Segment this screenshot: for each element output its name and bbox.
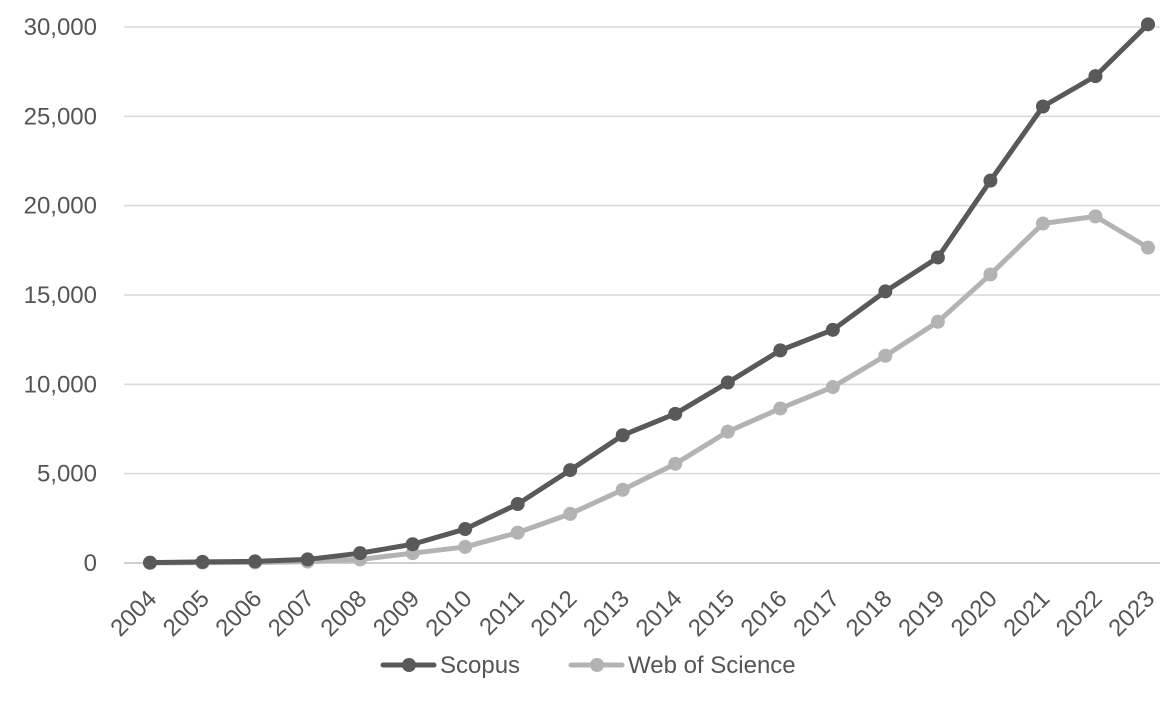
x-tick-label: 2015 <box>683 585 740 642</box>
data-point <box>668 406 683 421</box>
legend-item: Web of Science <box>568 652 796 679</box>
x-tick-label: 2004 <box>105 585 162 642</box>
x-tick-label: 2020 <box>946 585 1003 642</box>
series-scopus <box>143 17 1155 570</box>
data-point <box>510 497 525 512</box>
x-axis-ticks: 2004200520062007200820092010201120122013… <box>105 585 1160 642</box>
series-line <box>147 21 1151 566</box>
x-tick-label: 2017 <box>788 585 845 642</box>
gridlines <box>124 26 1160 564</box>
data-point <box>300 552 315 567</box>
data-point <box>668 456 683 471</box>
x-tick-label: 2019 <box>893 585 950 642</box>
y-tick-label: 15,000 <box>24 282 97 309</box>
data-point <box>458 522 473 537</box>
x-tick-label: 2009 <box>368 585 425 642</box>
data-point <box>615 428 630 443</box>
data-point <box>930 314 945 329</box>
series-line <box>147 213 1151 566</box>
data-point <box>1141 17 1155 32</box>
data-point <box>143 555 157 570</box>
y-tick-label: 30,000 <box>24 14 97 41</box>
x-tick-label: 2023 <box>1103 585 1160 642</box>
x-tick-label: 2018 <box>841 585 898 642</box>
x-tick-label: 2012 <box>526 585 583 642</box>
data-point <box>983 173 998 188</box>
data-point <box>878 284 893 299</box>
data-point <box>930 250 945 265</box>
data-point <box>878 348 893 363</box>
x-tick-label: 2014 <box>631 585 688 642</box>
y-axis-ticks: 0 5,000 10,000 15,000 20,000 25,000 30,000 <box>24 14 97 577</box>
data-point <box>563 463 578 478</box>
x-tick-label: 2013 <box>578 585 635 642</box>
x-tick-label: 2011 <box>474 585 530 641</box>
data-point <box>1035 99 1050 114</box>
data-point <box>720 375 735 390</box>
x-tick-label: 2022 <box>1051 585 1108 642</box>
x-tick-label: 2006 <box>210 585 267 642</box>
data-point <box>195 554 210 569</box>
x-tick-label: 2021 <box>998 585 1055 642</box>
data-point <box>825 322 840 337</box>
data-point <box>1088 209 1103 224</box>
x-tick-label: 2008 <box>316 585 373 642</box>
data-point <box>720 424 735 439</box>
data-point <box>1035 216 1050 231</box>
series-lines <box>143 17 1155 570</box>
x-tick-label: 2005 <box>158 585 215 642</box>
data-point <box>510 525 525 540</box>
data-point <box>248 554 263 569</box>
series-web-of-science <box>143 209 1155 570</box>
legend-label: Web of Science <box>628 652 796 679</box>
data-point <box>825 380 840 395</box>
x-tick-label: 2007 <box>263 585 320 642</box>
data-point <box>983 267 998 282</box>
x-tick-label: 2016 <box>736 585 793 642</box>
legend-swatch-marker <box>402 658 416 672</box>
y-tick-label: 10,000 <box>24 371 97 398</box>
data-point <box>1088 69 1103 84</box>
y-tick-label: 20,000 <box>24 193 97 220</box>
data-point <box>1141 240 1155 255</box>
y-tick-label: 5,000 <box>37 461 97 488</box>
data-point <box>405 537 420 552</box>
legend-label: Scopus <box>440 652 520 679</box>
data-point <box>563 506 578 521</box>
data-point <box>773 343 788 358</box>
data-point <box>615 482 630 497</box>
x-tick-label: 2010 <box>421 585 478 642</box>
legend: Scopus Web of Science <box>380 652 796 679</box>
legend-swatch-marker <box>590 658 604 672</box>
y-tick-label: 25,000 <box>24 103 97 130</box>
y-tick-label: 0 <box>84 550 97 577</box>
data-point <box>773 401 788 416</box>
data-point <box>458 539 473 554</box>
data-point <box>353 546 368 561</box>
legend-item: Scopus <box>380 652 520 679</box>
